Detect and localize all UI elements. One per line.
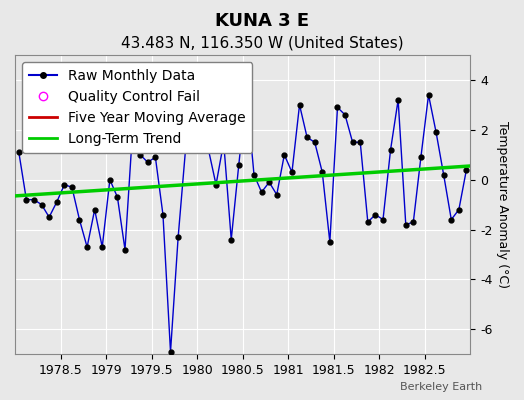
Y-axis label: Temperature Anomaly (°C): Temperature Anomaly (°C) <box>496 121 509 288</box>
Text: KUNA 3 E: KUNA 3 E <box>215 12 309 30</box>
Legend: Raw Monthly Data, Quality Control Fail, Five Year Moving Average, Long-Term Tren: Raw Monthly Data, Quality Control Fail, … <box>22 62 253 153</box>
Text: Berkeley Earth: Berkeley Earth <box>400 382 482 392</box>
Text: 43.483 N, 116.350 W (United States): 43.483 N, 116.350 W (United States) <box>121 36 403 51</box>
